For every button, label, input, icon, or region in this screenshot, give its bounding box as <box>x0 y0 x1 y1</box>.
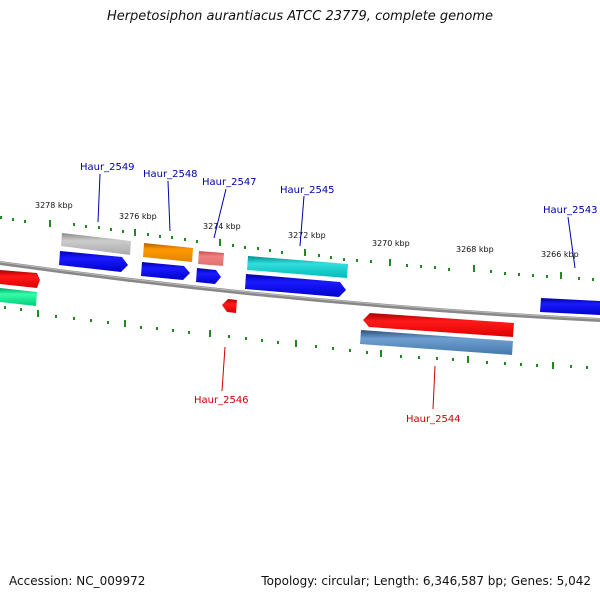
gene-block[interactable] <box>143 243 193 262</box>
inner-tick-ring <box>4 306 588 369</box>
forward-gene-row <box>61 233 348 278</box>
gene-label-forward[interactable]: Haur_2547 <box>202 177 257 188</box>
gene-label-forward[interactable]: Haur_2549 <box>80 162 135 173</box>
gene-arrow[interactable] <box>59 251 128 272</box>
label-leaders <box>97 173 576 410</box>
tick-label: 3276 kbp <box>119 212 157 221</box>
gene-arrow[interactable] <box>141 262 190 280</box>
reverse-gene-row <box>0 288 514 355</box>
gene-label-reverse[interactable]: Haur_2544 <box>406 414 461 425</box>
gene-label-forward[interactable]: Haur_2543 <box>543 205 598 216</box>
gene-label-forward[interactable]: Haur_2548 <box>143 169 198 180</box>
gene-arrow[interactable] <box>222 299 237 313</box>
tick-label: 3274 kbp <box>203 222 241 231</box>
tick-label: 3272 kbp <box>288 231 326 240</box>
tick-label: 3268 kbp <box>456 245 494 254</box>
genome-title: Herpetosiphon aurantiacus ATCC 23779, co… <box>106 9 494 24</box>
gene-arrow[interactable] <box>0 270 40 288</box>
tick-label: 3278 kbp <box>35 201 73 210</box>
gene-block[interactable] <box>360 330 513 355</box>
blue-gene-row <box>0 251 600 315</box>
gene-arrow[interactable] <box>540 298 600 315</box>
gene-arrow[interactable] <box>363 313 514 337</box>
genome-summary: Topology: circular; Length: 6,346,587 bp… <box>261 574 591 588</box>
gene-block[interactable] <box>61 233 131 255</box>
genome-backbone <box>0 261 600 322</box>
gene-block[interactable] <box>247 256 348 278</box>
gene-label-reverse[interactable]: Haur_2546 <box>194 395 249 406</box>
gene-arrow[interactable] <box>245 274 346 297</box>
gene-label-forward[interactable]: Haur_2545 <box>280 185 335 196</box>
gene-block[interactable] <box>0 288 37 306</box>
gene-arrow[interactable] <box>196 268 221 284</box>
tick-label: 3270 kbp <box>372 239 410 248</box>
outer-tick-ring <box>0 216 594 281</box>
accession-text: Accession: NC_009972 <box>9 574 146 588</box>
genome-backbone-highlight <box>0 261 600 320</box>
tick-label: 3266 kbp <box>541 250 579 259</box>
gene-block[interactable] <box>198 251 224 266</box>
